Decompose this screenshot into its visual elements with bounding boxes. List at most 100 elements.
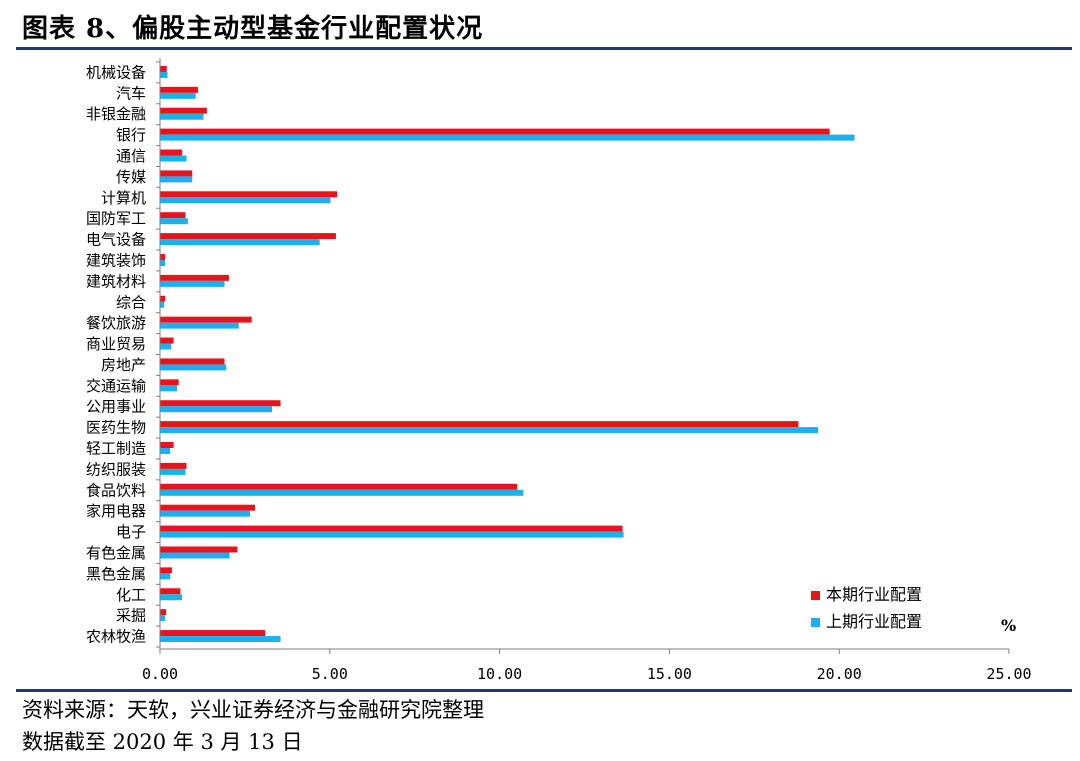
bar-previous: [160, 218, 188, 225]
legend-label-previous: 上期行业配置: [826, 612, 922, 631]
bar-current: [160, 525, 623, 532]
bar-current: [160, 400, 281, 407]
bar-previous: [160, 343, 172, 350]
category-label: 医药生物: [86, 419, 146, 437]
bar-previous: [160, 510, 250, 517]
bar-current: [160, 253, 166, 260]
bar-current: [160, 233, 336, 240]
x-tick-label: 20.00: [817, 665, 862, 683]
bar-previous: [160, 259, 166, 266]
category-label: 电气设备: [86, 231, 146, 249]
bar-current: [160, 128, 830, 135]
bar-current: [160, 462, 187, 469]
bar-previous: [160, 364, 227, 371]
x-tick-label: 25.00: [986, 665, 1031, 683]
category-label: 机械设备: [86, 63, 146, 81]
bar-previous: [160, 322, 239, 329]
bar-current: [160, 504, 256, 511]
bar-current: [160, 421, 799, 428]
category-label: 电子: [116, 523, 146, 541]
bar-current: [160, 191, 338, 198]
bar-current: [160, 274, 229, 281]
category-label: 银行: [116, 126, 146, 144]
category-label: 建筑材料: [86, 272, 146, 290]
bar-previous: [160, 176, 193, 183]
legend-label-current: 本期行业配置: [826, 585, 922, 604]
category-label: 传媒: [116, 168, 146, 186]
bar-current: [160, 546, 238, 553]
category-label: 非银金融: [86, 105, 146, 123]
bar-current: [160, 149, 183, 156]
category-label: 食品饮料: [86, 481, 146, 499]
bar-previous: [160, 427, 819, 434]
bars-layer: [160, 65, 855, 643]
bar-current: [160, 567, 172, 574]
category-label: 化工: [116, 586, 146, 604]
bar-current: [160, 358, 225, 365]
bar-previous: [160, 280, 225, 287]
bar-previous: [160, 531, 624, 538]
legend: 本期行业配置 上期行业配置: [811, 585, 922, 631]
x-tick-label: 15.00: [647, 665, 692, 683]
x-tick-label: 10.00: [477, 665, 522, 683]
source-note: 资料来源：天软，兴业证券经济与金融研究院整理: [22, 698, 484, 722]
category-label: 汽车: [116, 84, 146, 102]
category-label: 公用事业: [86, 398, 146, 416]
legend-swatch-current: [811, 591, 820, 600]
category-label: 房地产: [101, 356, 146, 374]
bar-current: [160, 316, 252, 323]
category-label: 计算机: [101, 189, 146, 207]
bar-previous: [160, 155, 187, 162]
legend-swatch-previous: [811, 618, 820, 627]
axes-layer: 0.00 5.00 10.00 15.00 20.00 25.00: [142, 58, 1032, 683]
category-label: 纺织服装: [86, 460, 146, 478]
bar-previous: [160, 448, 171, 455]
bar-current: [160, 609, 167, 616]
chart-title: 图表 8、偏股主动型基金行业配置状况: [22, 14, 484, 44]
title-rule: [16, 47, 1072, 50]
bar-previous: [160, 197, 331, 204]
bar-previous: [160, 573, 171, 580]
bar-current: [160, 170, 193, 177]
bar-previous: [160, 636, 281, 643]
category-label: 商业贸易: [86, 335, 146, 353]
bar-current: [160, 65, 167, 72]
category-label: 黑色金属: [86, 565, 146, 583]
footer-rule: [16, 689, 1072, 692]
bar-current: [160, 442, 174, 449]
x-tick-label: 0.00: [142, 665, 178, 683]
bar-current: [160, 107, 207, 114]
bar-previous: [160, 468, 186, 475]
bar-chart: 机械设备汽车非银金融银行通信传媒计算机国防军工电气设备建筑装饰建筑材料综合餐饮旅…: [86, 58, 1032, 683]
category-label: 交通运输: [86, 377, 146, 395]
bar-current: [160, 295, 166, 302]
category-label: 建筑装饰: [86, 251, 146, 269]
x-tick-label: 5.00: [312, 665, 348, 683]
bar-current: [160, 630, 266, 637]
category-label: 家用电器: [86, 502, 146, 520]
bar-current: [160, 86, 199, 93]
category-label: 国防军工: [86, 210, 146, 228]
bar-current: [160, 483, 518, 490]
date-note: 数据截至 2020 年 3 月 13 日: [22, 730, 303, 754]
bar-previous: [160, 385, 177, 392]
unit-label: %: [1001, 616, 1016, 635]
bar-previous: [160, 615, 166, 622]
bar-current: [160, 379, 179, 386]
category-label: 轻工制造: [86, 440, 146, 458]
bar-previous: [160, 113, 204, 120]
bar-previous: [160, 552, 230, 559]
bar-previous: [160, 594, 183, 601]
category-label: 通信: [116, 147, 146, 165]
category-label: 餐饮旅游: [86, 314, 146, 332]
bar-previous: [160, 71, 168, 78]
category-label: 农林牧渔: [86, 628, 146, 646]
category-label: 综合: [116, 293, 146, 311]
bar-previous: [160, 239, 320, 246]
bar-current: [160, 212, 186, 219]
bar-previous: [160, 406, 273, 413]
category-labels: 机械设备汽车非银金融银行通信传媒计算机国防军工电气设备建筑装饰建筑材料综合餐饮旅…: [86, 63, 146, 645]
category-label: 有色金属: [86, 544, 146, 562]
bar-previous: [160, 92, 196, 99]
bar-previous: [160, 134, 855, 141]
